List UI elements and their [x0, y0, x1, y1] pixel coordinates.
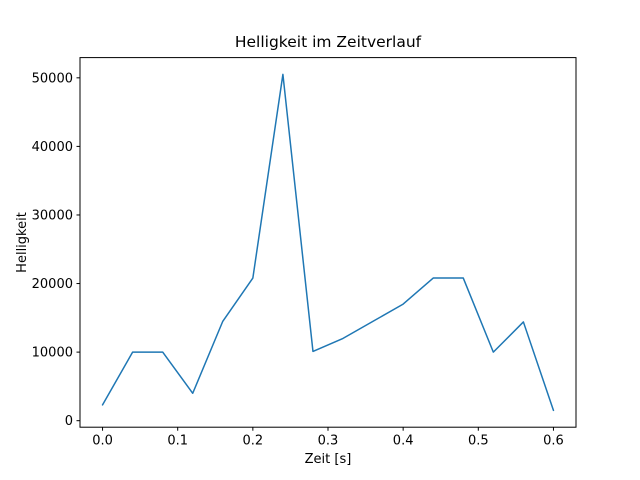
y-tick-label: 40000	[32, 140, 73, 155]
data-line-series	[101, 73, 555, 412]
y-axis-label: Helligkeit	[15, 212, 30, 273]
y-tick-label: 0	[65, 414, 73, 429]
y-tick-label: 30000	[32, 208, 73, 223]
x-tick-label: 0.0	[92, 434, 113, 449]
x-tick-label: 0.4	[393, 434, 414, 449]
y-tick-label: 20000	[32, 277, 73, 292]
axes-spines	[79, 57, 577, 428]
x-tick-label: 0.1	[167, 434, 188, 449]
x-axis-label: Zeit [s]	[305, 452, 352, 467]
x-tick-label: 0.3	[318, 434, 339, 449]
x-tick-label: 0.2	[243, 434, 264, 449]
chart-title: Helligkeit im Zeitverlauf	[235, 33, 422, 51]
x-tick-label: 0.5	[468, 434, 489, 449]
y-tick-label: 50000	[32, 71, 73, 86]
x-tick-label: 0.6	[543, 434, 564, 449]
y-tick-label: 10000	[32, 346, 73, 361]
plot-area: 0.0 0.1 0.2 0.3 0.4 0.5 0.6 0 10000 20000 30000 400…	[32, 57, 577, 449]
